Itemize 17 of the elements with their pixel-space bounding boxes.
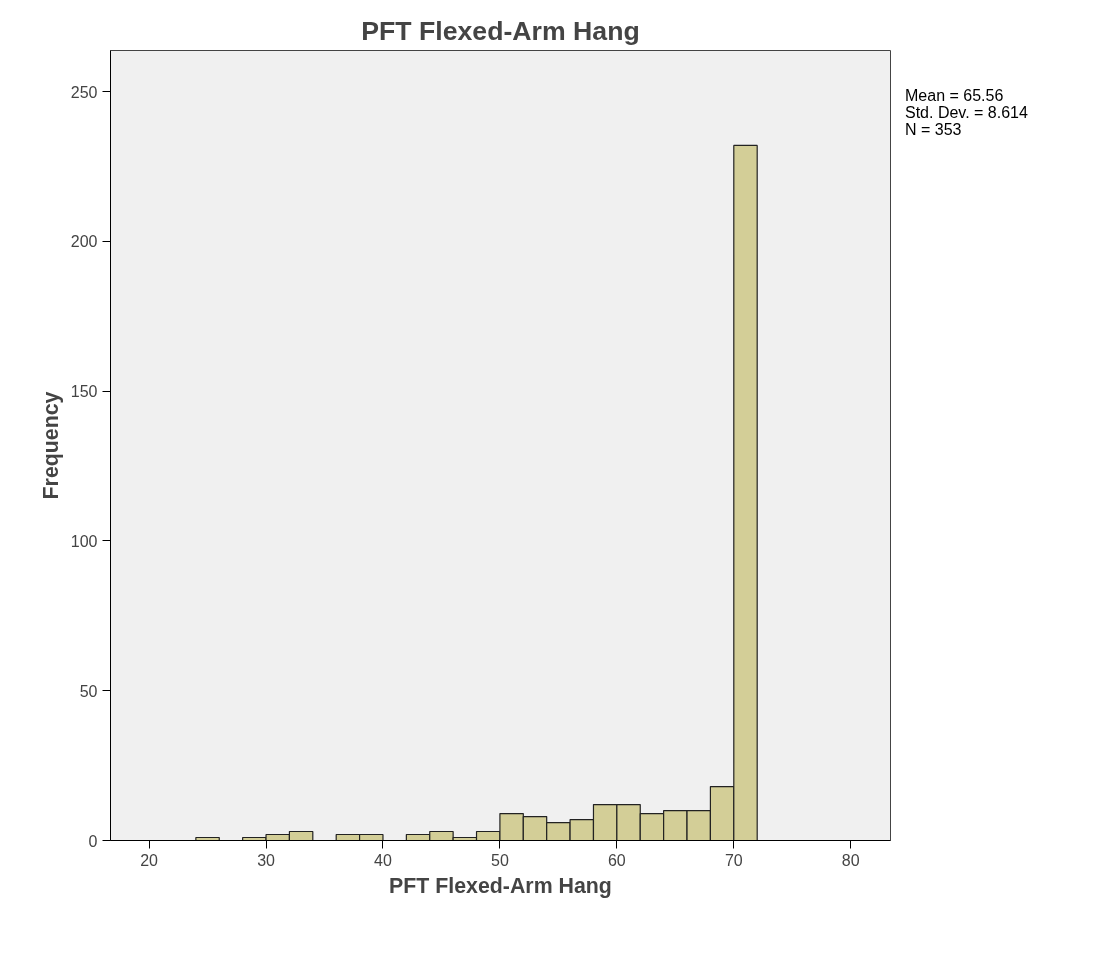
x-tick-label: 50 <box>491 851 509 869</box>
y-tick-label: 0 <box>88 832 98 850</box>
x-tick-label: 30 <box>257 851 276 869</box>
x-tick-label: 80 <box>841 851 860 869</box>
y-tick-label: 50 <box>79 682 98 700</box>
x-tick-label: 40 <box>374 851 392 869</box>
y-tick-label: 100 <box>70 532 98 550</box>
y-tick-label: 150 <box>70 383 98 401</box>
x-tick-label: 20 <box>140 851 159 869</box>
y-tick-label: 200 <box>70 233 98 251</box>
chart-title: PFT Flexed-Arm Hang <box>361 15 640 46</box>
y-axis-title: Frequency <box>38 391 63 500</box>
y-tick-label: 250 <box>70 83 98 101</box>
x-axis-title: PFT Flexed-Arm Hang <box>389 873 612 898</box>
text: Mean = 65.56 Std. Dev. = 8.614 N = 353 <box>905 87 1028 139</box>
x-tick-label: 60 <box>607 851 626 869</box>
x-tick-label: 70 <box>724 851 743 869</box>
